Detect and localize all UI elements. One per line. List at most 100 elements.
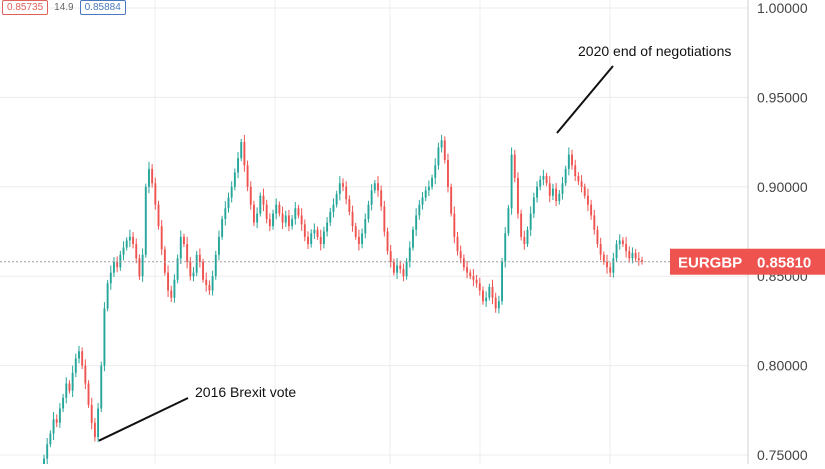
candle-body bbox=[434, 165, 437, 178]
candle-body bbox=[87, 383, 90, 405]
candle-body bbox=[300, 215, 303, 225]
candle-body bbox=[106, 283, 109, 309]
candle-body bbox=[78, 351, 80, 359]
candle-body bbox=[43, 458, 45, 466]
candle-body bbox=[469, 272, 472, 277]
candle-body bbox=[128, 236, 131, 241]
annotation-label: 2020 end of negotiations bbox=[578, 43, 731, 59]
candle-body bbox=[326, 222, 329, 232]
candle-body bbox=[113, 261, 115, 273]
candle-body bbox=[71, 372, 74, 391]
candle-body bbox=[516, 177, 519, 214]
candle-body bbox=[122, 247, 125, 255]
ask-price-button[interactable]: 0.85884 bbox=[79, 0, 126, 15]
candle-body bbox=[482, 290, 484, 302]
candle-body bbox=[612, 258, 615, 273]
spread-value: 14.9 bbox=[54, 2, 74, 13]
candle-body bbox=[529, 213, 532, 230]
candle-body bbox=[237, 158, 239, 173]
candle-body bbox=[351, 211, 354, 227]
y-tick-label: 0.75000 bbox=[757, 447, 808, 463]
candle-body bbox=[313, 229, 316, 234]
candle-body bbox=[109, 272, 112, 284]
candle-body bbox=[93, 422, 96, 438]
candle-body bbox=[491, 286, 494, 298]
candle-body bbox=[135, 244, 138, 259]
candle-body bbox=[567, 154, 570, 169]
candle-body bbox=[542, 176, 545, 180]
candle-body bbox=[243, 142, 246, 166]
price-axis[interactable]: 0.750000.800000.850000.900000.950001.000… bbox=[757, 0, 808, 463]
candle-body bbox=[176, 258, 179, 280]
candle-body bbox=[332, 204, 335, 212]
candle-body bbox=[319, 236, 322, 245]
candle-body bbox=[163, 249, 166, 273]
candle-body bbox=[539, 179, 542, 187]
candle-body bbox=[523, 236, 526, 245]
candle-body bbox=[81, 351, 84, 366]
candle-body bbox=[151, 168, 154, 184]
candle-body bbox=[507, 208, 510, 234]
candle-body bbox=[596, 229, 599, 245]
candle-body bbox=[202, 261, 204, 280]
annotation-arrow bbox=[556, 65, 614, 134]
bid-price-button[interactable]: 0.85735 bbox=[2, 0, 49, 15]
candle-body bbox=[160, 226, 163, 250]
candle-body bbox=[408, 247, 411, 262]
candle-body bbox=[510, 154, 513, 209]
candle-body bbox=[90, 404, 93, 423]
candle-body bbox=[456, 236, 459, 252]
candle-body bbox=[625, 244, 628, 252]
candle-body bbox=[233, 172, 236, 187]
symbol-label: EURGBP bbox=[678, 255, 742, 272]
candle-body bbox=[618, 240, 621, 245]
candle-body bbox=[437, 147, 440, 166]
candle-body bbox=[55, 419, 58, 423]
candle-body bbox=[186, 244, 189, 262]
candle-body bbox=[240, 142, 243, 159]
candle-body bbox=[621, 240, 624, 245]
candle-body bbox=[103, 308, 106, 366]
candle-body bbox=[297, 208, 300, 216]
candle-body bbox=[265, 204, 268, 219]
candle-body bbox=[580, 181, 583, 187]
candle-body bbox=[415, 215, 418, 230]
last-price-label: EURGBP 0.85810 bbox=[670, 248, 825, 275]
candle-body bbox=[284, 215, 287, 223]
candle-body bbox=[370, 190, 373, 205]
candle-body bbox=[641, 260, 643, 262]
y-tick-label: 1.00000 bbox=[757, 0, 808, 16]
candle-body bbox=[179, 236, 182, 259]
candle-body bbox=[602, 254, 605, 262]
candle-body bbox=[424, 190, 427, 198]
candle-body bbox=[431, 177, 434, 187]
candle-body bbox=[52, 419, 55, 434]
candles bbox=[43, 134, 643, 469]
candle-body bbox=[412, 229, 414, 248]
candle-body bbox=[631, 252, 634, 259]
candle-body bbox=[307, 236, 309, 245]
candle-body bbox=[58, 408, 61, 423]
candle-body bbox=[100, 365, 103, 409]
candle-body bbox=[558, 193, 561, 202]
y-tick-label: 0.90000 bbox=[757, 179, 808, 195]
candle-body bbox=[367, 204, 370, 219]
candle-body bbox=[520, 213, 523, 237]
candle-body bbox=[192, 272, 195, 277]
candle-body bbox=[593, 215, 596, 230]
candle-body bbox=[138, 258, 141, 277]
candle-body bbox=[221, 218, 224, 237]
candle-body bbox=[173, 279, 176, 298]
candle-body bbox=[97, 408, 100, 438]
candle-body bbox=[246, 165, 249, 187]
candle-body bbox=[513, 154, 516, 178]
candle-body bbox=[208, 285, 211, 291]
candle-body bbox=[275, 204, 278, 214]
candle-body bbox=[338, 183, 341, 194]
candle-body bbox=[364, 218, 367, 234]
candle-body bbox=[230, 186, 233, 198]
candle-body bbox=[291, 218, 294, 227]
candle-body bbox=[303, 224, 306, 237]
